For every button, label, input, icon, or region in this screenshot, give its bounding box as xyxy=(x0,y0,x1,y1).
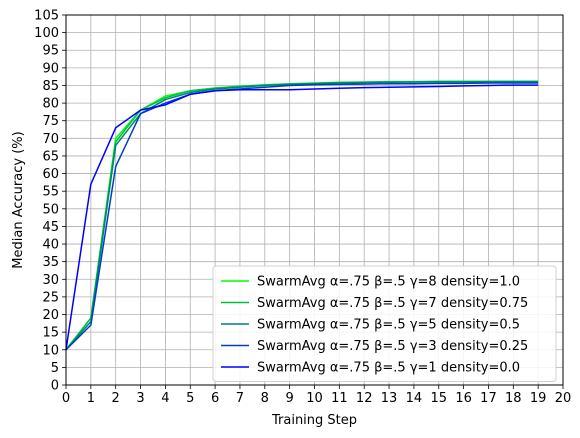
x-tick-label: 1 xyxy=(87,391,95,406)
x-tick-label: 12 xyxy=(356,391,373,406)
x-tick-label: 2 xyxy=(112,391,120,406)
x-tick-label: 20 xyxy=(555,391,572,406)
y-tick-label: 95 xyxy=(42,44,59,59)
y-tick-label: 25 xyxy=(42,290,59,305)
y-tick-label: 45 xyxy=(42,220,59,235)
y-tick-label: 50 xyxy=(42,202,59,217)
series-line xyxy=(65,82,539,351)
series-lines xyxy=(65,80,539,351)
legend-label: SwarmAvg α=.75 β=.5 γ=7 density=0.75 xyxy=(257,296,528,311)
y-tick-label: 10 xyxy=(42,343,59,358)
y-axis-ticks: 0 5 10 15 20 25 30 35 40 45 50 55 60 65 70 75 80 85 90 95 10… xyxy=(34,9,66,394)
x-tick-label: 18 xyxy=(505,391,522,406)
x-axis-label: Training Step xyxy=(271,413,357,428)
x-tick-label: 15 xyxy=(430,391,447,406)
y-axis-label: Median Accuracy (%) xyxy=(11,131,26,268)
legend-label: SwarmAvg α=.75 β=.5 γ=3 density=0.25 xyxy=(257,339,528,354)
y-tick-label: 65 xyxy=(42,149,59,164)
x-tick-label: 11 xyxy=(331,391,348,406)
legend-label: SwarmAvg α=.75 β=.5 γ=8 density=1.0 xyxy=(257,275,520,290)
y-tick-label: 90 xyxy=(42,61,59,76)
x-tick-label: 4 xyxy=(161,391,169,406)
x-tick-label: 0 xyxy=(62,391,70,406)
legend-label: SwarmAvg α=.75 β=.5 γ=1 density=0.0 xyxy=(257,361,520,376)
y-tick-label: 60 xyxy=(42,167,59,182)
x-tick-label: 10 xyxy=(306,391,323,406)
x-tick-label: 8 xyxy=(261,391,269,406)
y-tick-label: 5 xyxy=(51,361,59,376)
y-tick-label: 15 xyxy=(42,326,59,341)
y-tick-label: 75 xyxy=(42,114,59,129)
x-tick-label: 17 xyxy=(480,391,497,406)
series-line xyxy=(65,84,539,350)
y-tick-label: 20 xyxy=(42,308,59,323)
y-tick-label: 105 xyxy=(34,9,59,24)
y-tick-label: 55 xyxy=(42,185,59,200)
y-tick-label: 30 xyxy=(42,273,59,288)
x-tick-label: 14 xyxy=(406,391,423,406)
y-tick-label: 70 xyxy=(42,132,59,147)
x-tick-label: 13 xyxy=(381,391,398,406)
x-tick-label: 16 xyxy=(455,391,472,406)
y-tick-label: 40 xyxy=(42,238,59,253)
legend-box xyxy=(212,265,557,382)
x-tick-label: 9 xyxy=(286,391,294,406)
x-tick-label: 7 xyxy=(236,391,244,406)
x-tick-label: 3 xyxy=(136,391,144,406)
x-tick-label: 19 xyxy=(530,391,547,406)
y-tick-label: 0 xyxy=(51,379,59,394)
legend-label: SwarmAvg α=.75 β=.5 γ=5 density=0.5 xyxy=(257,318,520,333)
x-tick-label: 5 xyxy=(186,391,194,406)
x-tick-label: 6 xyxy=(211,391,219,406)
y-tick-label: 85 xyxy=(42,79,59,94)
y-tick-label: 35 xyxy=(42,255,59,270)
x-axis-ticks: 0 1 2 3 4 5 6 7 8 9 10 11 12 13 14 15 16 17 18 19 20 xyxy=(62,385,571,406)
legend: SwarmAvg α=.75 β=.5 γ=8 density=1.0 Swarm… xyxy=(212,265,557,382)
y-tick-label: 100 xyxy=(34,26,59,41)
y-tick-label: 80 xyxy=(42,97,59,112)
